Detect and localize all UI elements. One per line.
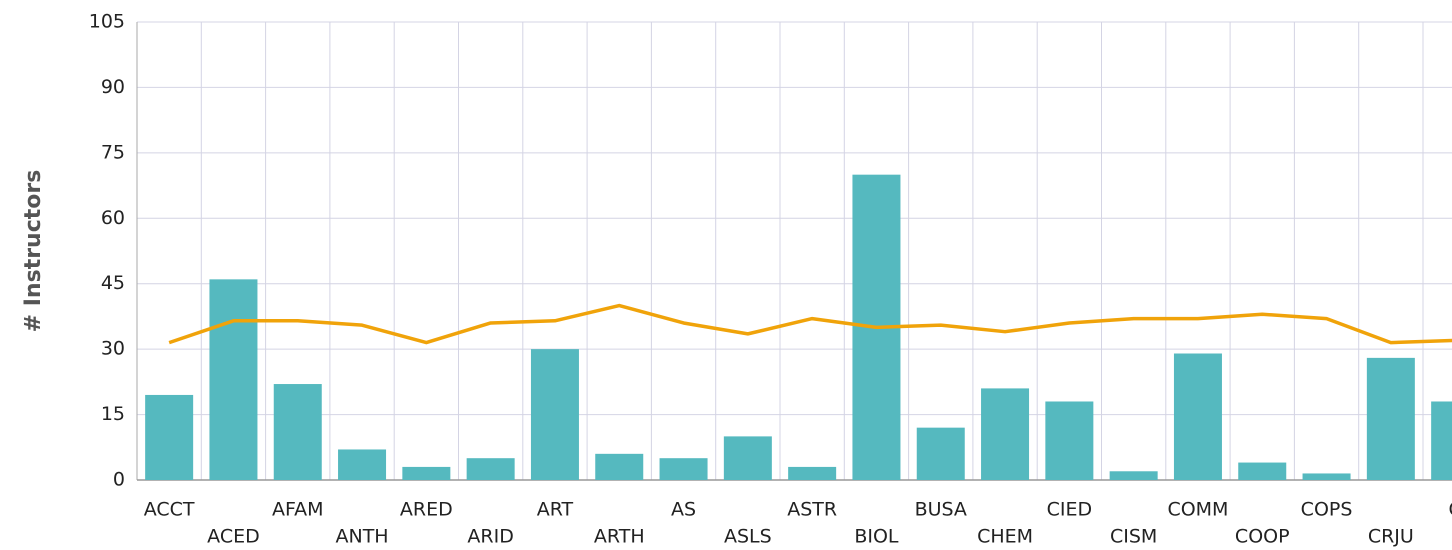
x-tick-label: ANTH xyxy=(335,526,388,548)
bar xyxy=(916,427,965,480)
x-tick-label: ACED xyxy=(207,526,260,548)
y-tick-label: 75 xyxy=(101,141,125,163)
y-tick-label: 90 xyxy=(101,76,125,98)
x-tick-label: ACCT xyxy=(144,499,195,521)
bar xyxy=(1302,473,1351,480)
x-tick-label: AS xyxy=(671,499,696,521)
bar xyxy=(723,436,772,480)
bar xyxy=(402,466,451,480)
line xyxy=(168,303,1452,345)
bar xyxy=(788,466,837,480)
x-tick-label: ART xyxy=(537,499,574,521)
bar xyxy=(981,388,1030,480)
x-tick-label: CHEM xyxy=(977,526,1033,548)
bar xyxy=(1431,401,1452,480)
x-tick-label: BIOL xyxy=(854,526,899,548)
x-tick-label: COOP xyxy=(1235,526,1290,548)
y-tick-label: 60 xyxy=(101,207,125,229)
x-tick-label: CISM xyxy=(1110,526,1157,548)
x-tick-label: CRJU xyxy=(1368,526,1414,548)
bar xyxy=(1366,357,1415,480)
bar xyxy=(530,349,579,480)
bar xyxy=(1173,353,1222,480)
y-tick-label: 105 xyxy=(89,11,125,33)
bar xyxy=(145,394,194,480)
x-tick-label: ASLS xyxy=(724,526,772,548)
bar xyxy=(273,384,322,480)
y-axis-title: # Instructors xyxy=(21,170,46,333)
x-tick-label: ARED xyxy=(400,499,453,521)
x-tick-label: CIED xyxy=(1047,499,1093,521)
y-tick-label: 0 xyxy=(113,469,125,491)
x-tick-label: COPS xyxy=(1301,499,1353,521)
bar xyxy=(338,449,387,480)
bar xyxy=(209,279,258,480)
y-tick-label: 45 xyxy=(101,272,125,294)
bar xyxy=(659,458,708,480)
y-tick-label: 15 xyxy=(101,403,125,425)
x-tick-label: ASTR xyxy=(787,499,837,521)
x-tick-label: COMM xyxy=(1167,499,1228,521)
x-tick-label: ARTH xyxy=(594,526,645,548)
bar xyxy=(466,458,515,480)
x-tick-label: ARID xyxy=(467,526,513,548)
bar xyxy=(595,453,644,480)
bar xyxy=(1045,401,1094,480)
x-tick-label: BUSA xyxy=(915,499,967,521)
x-tick-label: C xyxy=(1449,499,1452,521)
x-tick-label: AFAM xyxy=(272,499,324,521)
bar xyxy=(1109,471,1158,480)
bar xyxy=(1238,462,1287,480)
y-tick-label: 30 xyxy=(101,338,125,360)
